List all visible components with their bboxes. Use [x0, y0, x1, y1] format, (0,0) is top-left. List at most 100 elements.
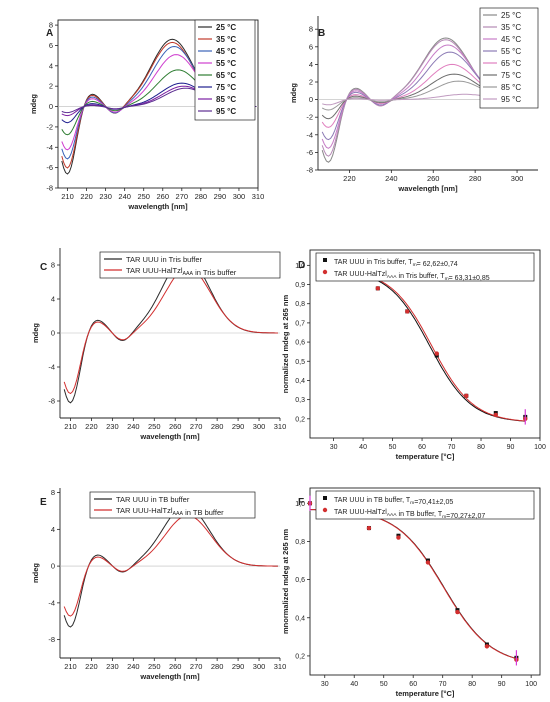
y-tick-label: 8: [309, 25, 313, 34]
legend: 25 °C 35 °C 45 °C 55 °C 65 °C 75 °C 85 °C 95 °C: [479, 7, 539, 109]
legend-text: TAR UUU-HalTzl: [334, 509, 387, 516]
x-tick-label: 260: [169, 662, 182, 671]
x-tick-label: 250: [148, 662, 161, 671]
x-tick-label: 230: [106, 662, 119, 671]
x-tick-label: 250: [137, 192, 150, 201]
legend-label: 95 °C: [216, 107, 236, 116]
fit-curve: [309, 509, 517, 660]
y-tick-label: -4: [48, 363, 55, 372]
fit-curve: [318, 269, 526, 422]
y-tick-label: -8: [48, 397, 55, 406]
x-tick-label: 230: [106, 422, 119, 431]
x-tick-label: 290: [232, 422, 245, 431]
legend-text: in TB buffer, T: [397, 511, 443, 518]
x-tick-label: 100: [534, 444, 546, 451]
x-tick-label: 50: [389, 444, 397, 451]
data-point: [366, 525, 372, 531]
data-point: [405, 309, 410, 314]
x-axis-label: wavelength [nm]: [127, 202, 188, 211]
y-tick-label: 0,6: [295, 577, 305, 584]
x-tick-label: 310: [274, 662, 287, 671]
x-tick-label: 80: [477, 444, 485, 451]
legend-marker: [323, 496, 327, 500]
y-tick-label: 0,3: [295, 397, 305, 404]
legend-label: 75 °C: [216, 83, 236, 92]
y-tick-label: -6: [306, 148, 313, 157]
legend-box: [479, 7, 539, 109]
panel-letter: B: [318, 28, 325, 39]
legend-label: TAR UUU in Tris buffer: [126, 255, 202, 264]
y-tick-label: -2: [306, 113, 313, 122]
y-tick-label: 8: [51, 261, 55, 270]
panel-letter: F: [298, 497, 304, 508]
y-tick-label: 0,4: [295, 615, 305, 622]
x-tick-label: 270: [176, 192, 189, 201]
y-tick-label: 4: [51, 295, 55, 304]
x-tick-label: 40: [359, 444, 367, 451]
y-tick-label: 4: [49, 61, 53, 70]
fit-curve: [309, 509, 517, 659]
y-tick-label: 6: [309, 42, 313, 51]
legend-text: =70,41±2,05: [414, 499, 453, 506]
x-tick-label: 90: [507, 444, 515, 451]
y-tick-label: 4: [309, 60, 313, 69]
legend-text: in Tris buffer: [193, 268, 237, 277]
y-tick-label: 0,2: [295, 416, 305, 423]
x-tick-label: 280: [211, 422, 224, 431]
x-tick-label: 240: [385, 174, 398, 183]
data-point: [425, 560, 431, 565]
legend-text: in Tris buffer, T: [397, 273, 446, 280]
y-tick-label: 6: [49, 41, 53, 50]
x-tick-label: 220: [85, 422, 98, 431]
legend-marker: [322, 507, 328, 513]
data-point: [493, 412, 498, 418]
y-tick-label: 0: [51, 329, 55, 338]
x-tick-label: 240: [118, 192, 131, 201]
y-tick-label: 0,6: [295, 340, 305, 347]
x-tick-label: 40: [350, 681, 358, 688]
legend: TAR UUU in Tris buffer TAR UUU-HalTzlAAA …: [99, 251, 281, 279]
x-tick-label: 30: [330, 444, 338, 451]
legend-text: TAR UUU in Tris buffer: [126, 255, 202, 264]
legend-label: TAR UUU-HalTzlAAA in TB buffer, Tm=70,27…: [334, 509, 485, 520]
legend-label: 75 °C: [501, 71, 521, 80]
y-tick-label: 0,8: [295, 301, 305, 308]
data-point: [484, 644, 490, 649]
y-tick-label: 0: [51, 562, 55, 571]
x-tick-label: 260: [427, 174, 440, 183]
x-axis-label: wavelength [nm]: [139, 672, 200, 681]
y-tick-label: 0,7: [295, 320, 305, 327]
legend-label: TAR UUU in Tris buffer, Tm= 62,62±0,74: [334, 259, 458, 268]
legend-text: =70,27±2,07: [446, 513, 485, 520]
data-point: [396, 535, 401, 540]
legend-marker: [323, 258, 327, 262]
legend-text: in TB buffer: [183, 508, 224, 517]
data-point: [464, 393, 469, 398]
y-tick-label: -8: [46, 184, 53, 193]
legend-subscript: AAA: [173, 511, 184, 517]
x-tick-label: 240: [127, 662, 140, 671]
y-tick-label: 0,2: [295, 653, 305, 660]
legend-subscript: m: [413, 263, 417, 268]
x-tick-label: 310: [252, 192, 265, 201]
y-tick-label: 0,4: [295, 378, 305, 385]
y-axis-label: normalized mdeg at 265 nm: [281, 294, 290, 393]
x-tick-label: 300: [511, 174, 524, 183]
x-tick-label: 300: [253, 422, 266, 431]
y-tick-label: 8: [51, 488, 55, 497]
legend: TAR UUU in Tris buffer, Tm= 62,62±0,74TA…: [315, 252, 535, 282]
legend-label: 65 °C: [216, 71, 236, 80]
x-tick-label: 80: [468, 681, 476, 688]
plot-frame: [309, 487, 541, 676]
x-axis-label: temperature [°C]: [396, 452, 455, 461]
legend-subscript: AAA: [387, 512, 398, 518]
y-tick-label: 1,0: [295, 263, 305, 270]
panel-E: 210 220 230 240 250 260 270 280 290 300 310 -8 -4 0 4 8…: [31, 488, 286, 681]
y-tick-label: 1,0: [295, 501, 305, 508]
x-tick-label: 290: [214, 192, 227, 201]
panel-B: 220 240 260 280 300 -8 -6 -4 -2 0 2 4 6 8 wavelength […: [289, 7, 539, 193]
x-tick-label: 220: [85, 662, 98, 671]
y-tick-label: 2: [49, 82, 53, 91]
